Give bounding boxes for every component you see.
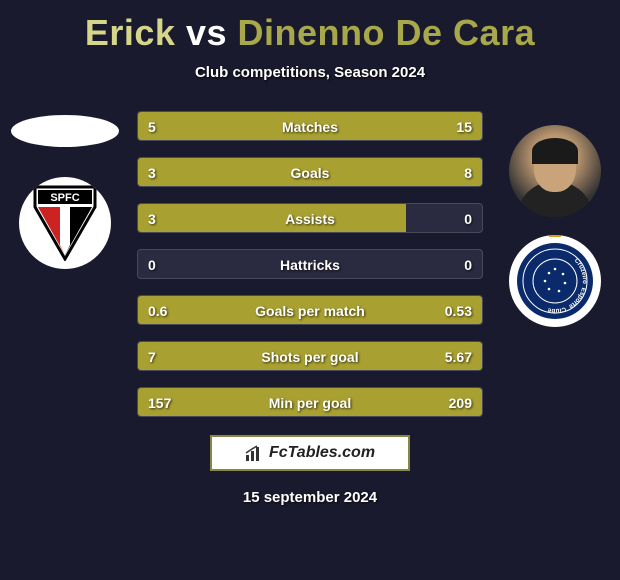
right-column: Cruzeiro Esporte Clube: [500, 125, 610, 345]
crown-icon: [548, 235, 562, 239]
stat-label: Goals: [138, 158, 482, 187]
spfc-shield-icon: SPFC: [30, 185, 100, 261]
svg-text:SPFC: SPFC: [50, 192, 79, 204]
chart-icon: [245, 444, 263, 462]
player2-club-badge: Cruzeiro Esporte Clube: [509, 235, 601, 327]
subtitle: Club competitions, Season 2024: [0, 64, 620, 81]
stat-row: 30Assists: [137, 203, 483, 233]
date-text: 15 september 2024: [0, 489, 620, 506]
stat-row: 75.67Shots per goal: [137, 341, 483, 371]
comparison-title: Erick vs Dinenno De Cara: [0, 0, 620, 54]
stat-label: Matches: [138, 112, 482, 141]
stat-row: 515Matches: [137, 111, 483, 141]
stat-label: Min per goal: [138, 388, 482, 417]
stat-row: 157209Min per goal: [137, 387, 483, 417]
cruzeiro-badge-icon: Cruzeiro Esporte Clube: [515, 241, 595, 321]
stat-row: 38Goals: [137, 157, 483, 187]
vs-text: vs: [186, 12, 227, 53]
stat-label: Assists: [138, 204, 482, 233]
player1-name: Erick: [85, 12, 176, 53]
brand-box: FcTables.com: [210, 435, 410, 471]
brand-text: FcTables.com: [269, 444, 375, 462]
left-column: SPFC: [10, 115, 120, 287]
stat-label: Shots per goal: [138, 342, 482, 371]
player2-name: Dinenno De Cara: [238, 12, 536, 53]
stats-bars: 515Matches 38Goals 30Assists 00Hattricks 0.6…: [137, 111, 483, 417]
player2-photo: [509, 125, 601, 217]
player1-placeholder: [11, 115, 119, 147]
stat-label: Hattricks: [138, 250, 482, 279]
stat-row: 00Hattricks: [137, 249, 483, 279]
stat-label: Goals per match: [138, 296, 482, 325]
player1-club-badge: SPFC: [19, 177, 111, 269]
stat-row: 0.60.53Goals per match: [137, 295, 483, 325]
